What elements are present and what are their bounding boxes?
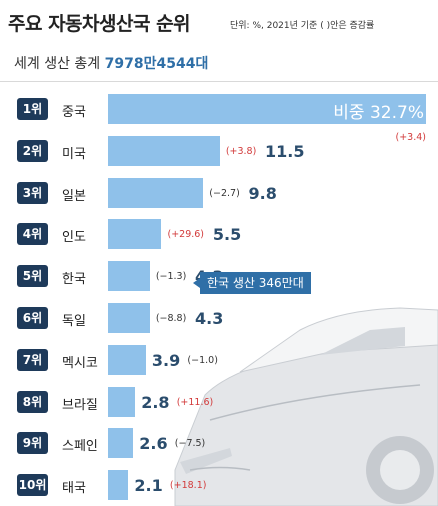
change-label: (+18.1) [169,480,207,492]
change-label: (−7.5) [174,438,206,450]
rank-badge: 2위 [17,139,48,162]
subtitle: 세계 생산 총계 7978만4544대 [14,53,208,73]
bar [108,219,162,250]
value-label: 11.5 [265,141,305,161]
country-label: 미국 [62,146,86,162]
rank-badge: 10위 [17,474,48,497]
country-label: 멕시코 [62,355,98,371]
rank-badge: 5위 [17,265,48,288]
country-label: 스페인 [62,439,98,455]
value-label: 9.8 [248,183,277,203]
unit-note: 단위: %, 2021년 기준 ( )안은 증감률 [230,21,375,31]
value-label: 2.1 [134,476,163,496]
change-label: (+29.6) [167,229,205,241]
country-label: 중국 [62,105,86,120]
korea-production-callout: 한국 생산 346만대 [193,272,311,294]
rank-badge: 6위 [17,307,48,329]
subtitle-value: 7978만4544대 [104,56,209,72]
bar [108,428,134,459]
rank-badge: 8위 [17,390,48,413]
bar [108,344,146,375]
bar [108,261,150,292]
bar [108,386,136,417]
bar [108,94,426,124]
bar [108,177,204,208]
value-label: 2.8 [141,392,170,412]
subtitle-label: 세계 생산 총계 [14,56,101,72]
country-label: 한국 [62,272,86,288]
rank-badge: 3위 [17,181,48,204]
change-label: (−2.7) [209,187,240,199]
value-label: 5.5 [212,225,242,245]
chart-title: 주요 자동차생산국 순위 [8,13,191,35]
bar [108,303,150,333]
change-label: (−8.8) [155,313,187,324]
change-label: (−1.0) [187,354,218,366]
country-label: 태국 [62,481,86,497]
change-label: (+11.6) [176,396,214,408]
change-label: (−1.3) [155,271,187,283]
country-label: 일본 [62,188,86,204]
value-label: 3.9 [151,350,181,370]
rank-badge: 1위 [17,98,48,120]
country-label: 브라질 [62,397,98,413]
divider [0,81,438,82]
value-label: 4.3 [195,309,224,328]
country-label: 독일 [62,314,86,329]
change-label: (+3.8) [225,145,257,157]
value-label: 2.6 [139,434,168,454]
country-label: 인도 [62,230,86,246]
share-label: 비중 32.7% [333,103,424,123]
bar [108,470,129,501]
change-label: (+3.4) [395,132,426,143]
bar [108,135,220,166]
rank-badge: 7위 [17,348,48,371]
rank-badge: 4위 [17,223,48,246]
wheel-icon [366,436,434,504]
rank-badge: 9위 [17,432,48,455]
